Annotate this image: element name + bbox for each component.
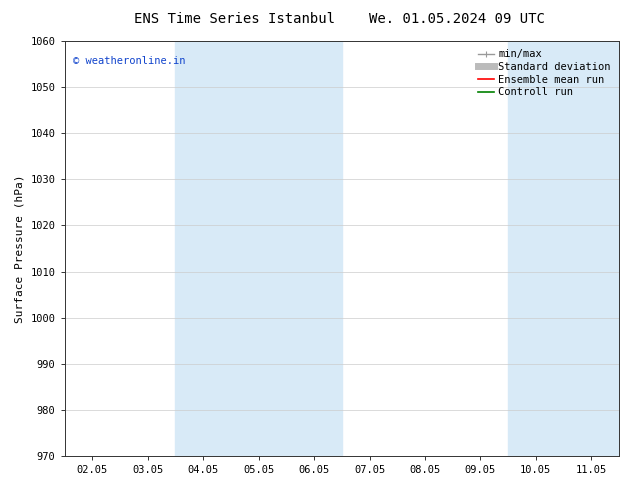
Text: ENS Time Series Istanbul: ENS Time Series Istanbul <box>134 12 335 26</box>
Bar <box>176 41 342 456</box>
Bar <box>508 41 634 456</box>
Legend: min/max, Standard deviation, Ensemble mean run, Controll run: min/max, Standard deviation, Ensemble me… <box>476 46 614 100</box>
Y-axis label: Surface Pressure (hPa): Surface Pressure (hPa) <box>15 174 25 323</box>
Text: © weatheronline.in: © weatheronline.in <box>73 55 185 66</box>
Text: We. 01.05.2024 09 UTC: We. 01.05.2024 09 UTC <box>368 12 545 26</box>
